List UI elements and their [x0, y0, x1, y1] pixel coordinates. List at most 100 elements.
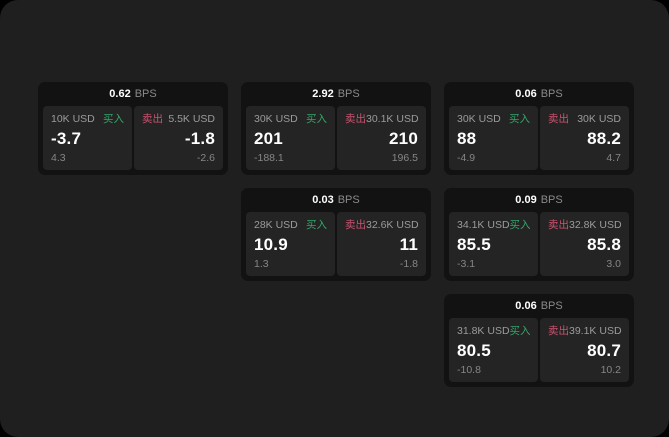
sell-panel[interactable]: 卖出 5.5K USD -1.8 -2.6: [134, 106, 223, 170]
sell-change: -2.6: [196, 152, 215, 164]
bps-value: 0.62: [109, 88, 131, 100]
sell-change: 10.2: [600, 364, 621, 376]
quote-card: 0.09 BPS 34.1K USD 买入 85.5 -3.1 卖出 32.8K…: [444, 188, 634, 281]
bps-suffix-label: BPS: [540, 300, 563, 312]
buy-panel[interactable]: 30K USD 买入 201 -188.1: [246, 106, 335, 170]
sell-panel-header: 卖出 5.5K USD: [142, 113, 215, 125]
buy-change: 1.3: [254, 258, 269, 270]
sell-price: -1.8: [184, 129, 215, 148]
buy-panel-header: 34.1K USD 买入: [457, 219, 531, 231]
quote-card: 0.03 BPS 28K USD 买入 10.9 1.3 卖出 32.6K US…: [241, 188, 431, 281]
sell-amount: 39.1K USD: [569, 325, 622, 337]
sell-amount: 5.5K USD: [168, 113, 215, 125]
bps-suffix-label: BPS: [134, 88, 157, 100]
buy-price: 88: [457, 129, 477, 148]
quote-card-body: 31.8K USD 买入 80.5 -10.8 卖出 39.1K USD 80.…: [444, 318, 634, 387]
sell-tag: 卖出: [548, 219, 569, 231]
sell-panel-header: 卖出 32.6K USD: [345, 219, 419, 231]
quote-card-body: 28K USD 买入 10.9 1.3 卖出 32.6K USD 11 -1.8: [241, 212, 431, 281]
sell-change: 196.5: [391, 152, 418, 164]
bps-value: 0.06: [515, 300, 537, 312]
sell-change: 4.7: [606, 152, 621, 164]
sell-panel[interactable]: 卖出 30.1K USD 210 196.5: [337, 106, 426, 170]
buy-panel-header: 31.8K USD 买入: [457, 325, 531, 337]
quote-card-body: 30K USD 买入 201 -188.1 卖出 30.1K USD 210 1…: [241, 106, 431, 175]
buy-panel[interactable]: 31.8K USD 买入 80.5 -10.8: [449, 318, 538, 382]
quote-card: 0.06 BPS 31.8K USD 买入 80.5 -10.8 卖出 39.1…: [444, 294, 634, 387]
buy-panel[interactable]: 30K USD 买入 88 -4.9: [449, 106, 538, 170]
sell-price: 85.8: [587, 235, 621, 254]
bps-suffix-label: BPS: [337, 88, 360, 100]
quote-card: 2.92 BPS 30K USD 买入 201 -188.1 卖出 30.1K …: [241, 82, 431, 175]
buy-price: 201: [254, 129, 283, 148]
sell-tag: 卖出: [142, 113, 163, 125]
quote-card-body: 30K USD 买入 88 -4.9 卖出 30K USD 88.2 4.7: [444, 106, 634, 175]
quote-card-grid: 0.62 BPS 10K USD 买入 -3.7 4.3 卖出 5.5K USD: [38, 82, 634, 387]
quote-card-body: 10K USD 买入 -3.7 4.3 卖出 5.5K USD -1.8 -2.…: [38, 106, 228, 175]
buy-change: -4.9: [457, 152, 476, 164]
sell-amount: 32.8K USD: [569, 219, 622, 231]
buy-tag: 买入: [306, 113, 327, 125]
buy-amount: 30K USD: [457, 113, 501, 125]
buy-change: -10.8: [457, 364, 481, 376]
sell-panel[interactable]: 卖出 32.6K USD 11 -1.8: [337, 212, 426, 276]
sell-amount: 32.6K USD: [366, 219, 419, 231]
buy-price: 85.5: [457, 235, 491, 254]
buy-tag: 买入: [509, 219, 531, 231]
buy-amount: 30K USD: [254, 113, 298, 125]
sell-panel-header: 卖出 30K USD: [548, 113, 621, 125]
quote-card: 0.06 BPS 30K USD 买入 88 -4.9 卖出 30K USD: [444, 82, 634, 175]
sell-price: 80.7: [587, 341, 621, 360]
sell-panel[interactable]: 卖出 32.8K USD 85.8 3.0: [540, 212, 629, 276]
sell-amount: 30K USD: [577, 113, 621, 125]
sell-tag: 卖出: [345, 219, 366, 231]
quote-card-body: 34.1K USD 买入 85.5 -3.1 卖出 32.8K USD 85.8…: [444, 212, 634, 281]
buy-change: 4.3: [51, 152, 66, 164]
sell-panel-header: 卖出 32.8K USD: [548, 219, 622, 231]
buy-tag: 买入: [306, 219, 327, 231]
bps-header: 2.92 BPS: [241, 82, 431, 106]
buy-amount: 31.8K USD: [457, 325, 510, 337]
buy-amount: 10K USD: [51, 113, 95, 125]
bps-suffix-label: BPS: [540, 194, 563, 206]
bps-header: 0.62 BPS: [38, 82, 228, 106]
bps-suffix-label: BPS: [337, 194, 360, 206]
bps-header: 0.03 BPS: [241, 188, 431, 212]
buy-panel[interactable]: 10K USD 买入 -3.7 4.3: [43, 106, 132, 170]
buy-tag: 买入: [509, 113, 530, 125]
sell-tag: 卖出: [345, 113, 366, 125]
buy-panel-header: 10K USD 买入: [51, 113, 124, 125]
sell-panel-header: 卖出 39.1K USD: [548, 325, 622, 337]
sell-price: 88.2: [587, 129, 621, 148]
sell-price: 210: [389, 129, 418, 148]
sell-change: -1.8: [399, 258, 418, 270]
bps-header: 0.09 BPS: [444, 188, 634, 212]
bps-header: 0.06 BPS: [444, 294, 634, 318]
sell-panel[interactable]: 卖出 30K USD 88.2 4.7: [540, 106, 629, 170]
sell-tag: 卖出: [548, 325, 569, 337]
sell-panel-header: 卖出 30.1K USD: [345, 113, 419, 125]
buy-change: -188.1: [254, 152, 284, 164]
quote-card: 0.62 BPS 10K USD 买入 -3.7 4.3 卖出 5.5K USD: [38, 82, 228, 175]
sell-panel[interactable]: 卖出 39.1K USD 80.7 10.2: [540, 318, 629, 382]
bps-value: 0.03: [312, 194, 334, 206]
sell-amount: 30.1K USD: [366, 113, 419, 125]
buy-amount: 34.1K USD: [457, 219, 510, 231]
buy-panel-header: 30K USD 买入: [254, 113, 327, 125]
sell-price: 11: [399, 235, 418, 254]
buy-amount: 28K USD: [254, 219, 298, 231]
buy-panel-header: 28K USD 买入: [254, 219, 327, 231]
buy-price: 80.5: [457, 341, 491, 360]
bps-header: 0.06 BPS: [444, 82, 634, 106]
buy-panel[interactable]: 34.1K USD 买入 85.5 -3.1: [449, 212, 538, 276]
buy-price: 10.9: [254, 235, 288, 254]
sell-tag: 卖出: [548, 113, 569, 125]
buy-tag: 买入: [509, 325, 531, 337]
buy-price: -3.7: [51, 129, 82, 148]
buy-tag: 买入: [103, 113, 124, 125]
bps-suffix-label: BPS: [540, 88, 563, 100]
bps-value: 0.09: [515, 194, 537, 206]
buy-panel[interactable]: 28K USD 买入 10.9 1.3: [246, 212, 335, 276]
buy-panel-header: 30K USD 买入: [457, 113, 530, 125]
